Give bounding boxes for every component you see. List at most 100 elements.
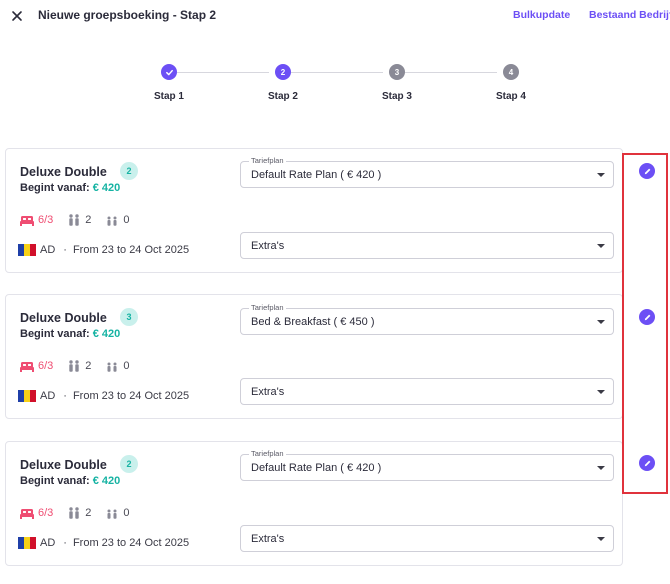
step-4[interactable]: 4 Stap 4: [481, 64, 541, 102]
step-3[interactable]: 3 Stap 3: [367, 64, 427, 102]
step-number: 3: [389, 64, 405, 80]
extras-select[interactable]: Extra's: [240, 232, 614, 259]
rate-plan-value: Default Rate Plan ( € 420 ): [251, 169, 382, 181]
step-number: 4: [503, 64, 519, 80]
extras-select[interactable]: Extra's: [240, 525, 614, 552]
country-code: AD: [40, 537, 56, 549]
children-count: 0: [123, 507, 130, 519]
rate-plan-select[interactable]: Tariefplan Default Rate Plan ( € 420 ): [240, 156, 614, 188]
extras-select[interactable]: Extra's: [240, 378, 614, 405]
beds-count: 6/3: [38, 507, 54, 519]
price-value: € 420: [92, 182, 121, 194]
rate-plan-select[interactable]: Tariefplan Bed & Breakfast ( € 450 ): [240, 303, 614, 335]
pencil-icon: [644, 168, 650, 174]
rate-plan-label: Tariefplan: [249, 449, 286, 458]
chevron-down-icon: [597, 390, 605, 394]
separator-dot: ·: [63, 244, 67, 256]
chevron-down-icon: [597, 466, 605, 470]
andorra-flag-icon: [18, 244, 36, 256]
rate-plan-label: Tariefplan: [249, 303, 286, 312]
children-icon: [107, 509, 117, 519]
price-value: € 420: [92, 328, 121, 340]
room-count-badge: 2: [120, 162, 138, 180]
bed-icon: [20, 508, 34, 519]
starting-price: Begint vanaf: € 420: [20, 475, 120, 487]
starting-price: Begint vanaf: € 420: [20, 328, 120, 340]
extras-value: Extra's: [251, 240, 285, 252]
step-label: Stap 3: [381, 91, 412, 102]
starting-price: Begint vanaf: € 420: [20, 182, 120, 194]
adults-icon: [69, 507, 79, 519]
step-label: Stap 4: [495, 91, 526, 102]
edit-room-button[interactable]: [639, 309, 655, 325]
close-icon[interactable]: [9, 8, 25, 24]
room-count-badge: 2: [120, 455, 138, 473]
stay-dates: From 23 to 24 Oct 2025: [72, 537, 190, 549]
adults-info: 2: [67, 360, 91, 372]
beds-count: 6/3: [38, 360, 54, 372]
bed-icon: [20, 215, 34, 226]
room-card: Deluxe Double 2 Begint vanaf: € 420 6/3 …: [5, 148, 623, 273]
children-count: 0: [123, 360, 130, 372]
existing-company-link[interactable]: Bestaand Bedrijf: [589, 9, 670, 21]
occupancy-row: 6/3 2 0: [20, 358, 144, 374]
adults-count: 2: [85, 507, 92, 519]
step-label: Stap 1: [153, 91, 184, 102]
step-2[interactable]: 2 Stap 2: [253, 64, 313, 102]
rate-plan-value: Default Rate Plan ( € 420 ): [251, 462, 382, 474]
andorra-flag-icon: [18, 390, 36, 402]
page-title: Nieuwe groepsboeking - Stap 2: [38, 8, 217, 22]
step-1[interactable]: Stap 1: [139, 64, 199, 102]
step-connector: [177, 72, 269, 73]
extras-value: Extra's: [251, 386, 285, 398]
andorra-flag-icon: [18, 537, 36, 549]
adults-icon: [69, 214, 79, 226]
children-count: 0: [123, 214, 130, 226]
edit-room-button[interactable]: [639, 163, 655, 179]
step-label: Stap 2: [267, 91, 298, 102]
check-icon: [161, 64, 177, 80]
price-value: € 420: [92, 475, 121, 487]
pencil-icon: [644, 314, 650, 320]
pencil-icon: [644, 460, 650, 466]
chevron-down-icon: [597, 244, 605, 248]
step-connector: [291, 72, 383, 73]
chevron-down-icon: [597, 173, 605, 177]
beds-info: 6/3: [20, 214, 53, 226]
rate-plan-label: Tariefplan: [249, 156, 286, 165]
country-code: AD: [40, 244, 56, 256]
chevron-down-icon: [597, 320, 605, 324]
children-icon: [107, 362, 117, 372]
children-info: 0: [105, 214, 130, 226]
room-card: Deluxe Double 2 Begint vanaf: € 420 6/3 …: [5, 441, 623, 566]
step-number: 2: [275, 64, 291, 80]
adults-count: 2: [85, 214, 92, 226]
rate-plan-value: Bed & Breakfast ( € 450 ): [251, 316, 375, 328]
page-header: Nieuwe groepsboeking - Stap 2 Bulkupdate…: [0, 0, 670, 32]
rate-plan-select[interactable]: Tariefplan Default Rate Plan ( € 420 ): [240, 449, 614, 481]
beds-count: 6/3: [38, 214, 54, 226]
adults-info: 2: [67, 214, 91, 226]
bulk-update-link[interactable]: Bulkupdate: [513, 9, 571, 21]
adults-icon: [69, 360, 79, 372]
occupancy-row: 6/3 2 0: [20, 505, 144, 521]
beds-info: 6/3: [20, 507, 53, 519]
room-name: Deluxe Double: [20, 311, 107, 325]
room-name: Deluxe Double: [20, 458, 107, 472]
stay-dates: From 23 to 24 Oct 2025: [72, 244, 190, 256]
children-info: 0: [105, 507, 130, 519]
origin-row: AD · From 23 to 24 Oct 2025: [18, 537, 189, 549]
origin-row: AD · From 23 to 24 Oct 2025: [18, 244, 189, 256]
bed-icon: [20, 361, 34, 372]
room-count-badge: 3: [120, 308, 138, 326]
country-code: AD: [40, 390, 56, 402]
chevron-down-icon: [597, 537, 605, 541]
adults-info: 2: [67, 507, 91, 519]
room-name: Deluxe Double: [20, 165, 107, 179]
edit-room-button[interactable]: [639, 455, 655, 471]
price-prefix: Begint vanaf:: [20, 328, 90, 340]
beds-info: 6/3: [20, 360, 53, 372]
origin-row: AD · From 23 to 24 Oct 2025: [18, 390, 189, 402]
occupancy-row: 6/3 2 0: [20, 212, 144, 228]
room-card: Deluxe Double 3 Begint vanaf: € 420 6/3 …: [5, 294, 623, 419]
